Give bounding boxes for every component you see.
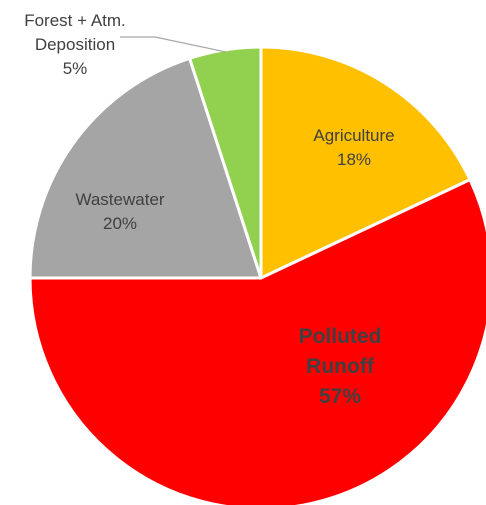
pie-slice-wastewater xyxy=(28,56,263,280)
slice-label-forest-atm-deposition: Forest + Atm. Deposition 5% xyxy=(24,11,126,78)
slice-label-agriculture: Agriculture 18% xyxy=(313,126,394,169)
pie-slice-polluted-runoff xyxy=(28,178,486,505)
slice-label-wastewater: Wastewater 20% xyxy=(75,190,164,233)
pie-slice-agriculture xyxy=(259,45,472,280)
pie-slice-forest-atm-deposition xyxy=(188,45,263,280)
leader-line xyxy=(120,36,226,53)
slice-label-polluted-runoff: Polluted Runoff 57% xyxy=(299,325,382,408)
